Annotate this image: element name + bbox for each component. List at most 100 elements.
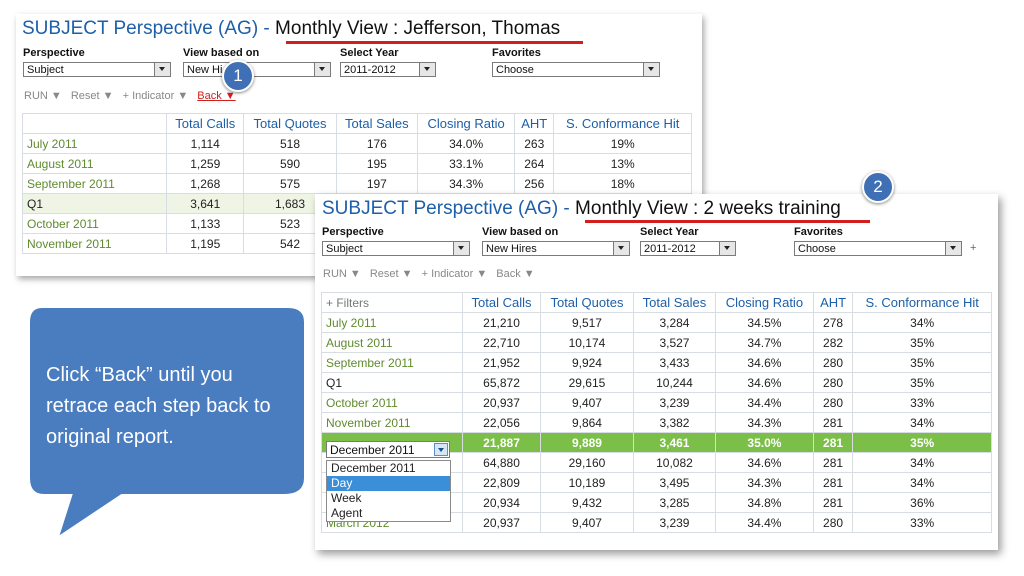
cell: 280 [812,512,854,533]
row-label[interactable]: August 2011 [321,332,463,353]
chevron-down-icon[interactable] [314,63,330,76]
favorites-select[interactable]: Choose [794,241,962,256]
column-header [22,113,167,134]
column-header[interactable]: S. Conformance Hit [852,292,992,313]
view-based-on-select[interactable]: New Hi [183,62,331,77]
row-label[interactable]: July 2011 [22,133,167,154]
chevron-down-icon[interactable] [719,242,735,255]
indicator-button[interactable]: + Indicator ▼ [421,268,488,280]
column-header[interactable]: AHT [514,113,555,134]
column-header[interactable]: AHT [812,292,854,313]
step-badge-2: 2 [862,171,894,203]
column-header[interactable]: Total Calls [461,292,542,313]
view-based-on-select[interactable]: New Hires [482,241,630,256]
chevron-down-icon[interactable] [613,242,629,255]
indicator-button[interactable]: + Indicator ▼ [122,90,189,102]
cell: 36% [852,492,992,513]
cell: 575 [243,173,337,194]
cell: 9,432 [540,492,634,513]
table-row[interactable]: August 2011 22,710 10,174 3,527 34.7% 282 35% [321,332,992,353]
title-view: Monthly View : Jefferson, Thomas [275,18,561,39]
column-header[interactable]: S. Conformance Hit [553,113,692,134]
cell: 3,433 [632,352,717,373]
row-label[interactable]: October 2011 [22,213,167,234]
perspective-select[interactable]: Subject [23,62,171,77]
perspective-label: Perspective [23,47,85,59]
back-button[interactable]: Back ▼ [197,90,236,102]
dropdown-option[interactable]: Agent [331,506,363,520]
cell: 3,495 [632,472,717,493]
row-label[interactable]: July 2011 [321,312,463,333]
row-label[interactable]: September 2011 [321,352,463,373]
cell: 1,114 [165,133,245,154]
cell: 20,937 [461,512,542,533]
perspective-select[interactable]: Subject [322,241,470,256]
row-label[interactable]: Q1 [321,372,463,393]
cell: 264 [514,153,555,174]
cell: 34.3% [715,472,814,493]
cell: 10,174 [540,332,634,353]
add-favorite-button[interactable]: + [970,242,977,254]
column-header[interactable]: Total Calls [165,113,245,134]
reset-button[interactable]: Reset ▼ [369,268,413,280]
column-header[interactable]: Total Quotes [243,113,337,134]
chevron-down-icon[interactable] [453,242,469,255]
cell: 1,259 [165,153,245,174]
title-separator: - [258,18,276,39]
cell: 34.8% [715,492,814,513]
table-row[interactable]: November 2011 22,056 9,864 3,382 34.3% 281 34% [321,412,992,433]
table-row[interactable]: September 2011 1,268 575 197 34.3% 256 1… [22,173,692,194]
back-button[interactable]: Back ▼ [496,268,535,280]
chevron-down-icon[interactable] [643,63,659,76]
select-year-select[interactable]: 2011-2012 [340,62,436,77]
row-label[interactable]: November 2011 [321,412,463,433]
run-button[interactable]: RUN ▼ [24,90,62,102]
cell: 33.1% [417,153,516,174]
table-row[interactable]: October 2011 20,937 9,407 3,239 34.4% 280 33% [321,392,992,413]
select-year-select[interactable]: 2011-2012 [640,241,736,256]
table-row[interactable]: July 2011 1,114 518 176 34.0% 263 19% [22,133,692,154]
cell: 29,615 [540,372,634,393]
dropdown-option[interactable]: Week [331,491,362,505]
cell: 3,461 [632,432,717,453]
cell: 34% [852,472,992,493]
favorites-select[interactable]: Choose [492,62,660,77]
row-label[interactable]: August 2011 [22,153,167,174]
row-label[interactable]: September 2011 [22,173,167,194]
cell: 34% [852,452,992,473]
dropdown-option-selected[interactable]: Day [327,476,450,491]
table-header-row: + Filters Total Calls Total Quotes Total… [321,292,992,313]
cell: 9,517 [540,312,634,333]
column-header[interactable]: Total Quotes [540,292,634,313]
row-drill-select[interactable]: December 2011 [326,441,450,458]
column-header[interactable]: Total Sales [335,113,419,134]
cell: 9,889 [540,432,634,453]
chevron-down-icon[interactable] [945,242,961,255]
table-row[interactable]: July 2011 21,210 9,517 3,284 34.5% 278 34% [321,312,992,333]
row-label[interactable]: October 2011 [321,392,463,413]
torn-edge [315,537,998,550]
table-row[interactable]: September 2011 21,952 9,924 3,433 34.6% 280 35… [321,352,992,373]
table-row[interactable]: Q1 65,872 29,615 10,244 34.6% 280 35% [321,372,992,393]
row-label[interactable]: Q1 [22,193,167,214]
row-label[interactable]: November 2011 [22,233,167,254]
table-row[interactable]: August 2011 1,259 590 195 33.1% 264 13% [22,153,692,174]
column-header[interactable]: Closing Ratio [715,292,814,313]
chevron-down-icon[interactable] [419,63,435,76]
cell: 9,407 [540,512,634,533]
cell: 281 [812,432,854,453]
cell: 18% [553,173,692,194]
report-title: SUBJECT Perspective (AG) - Monthly View … [322,198,841,220]
dropdown-option[interactable]: December 2011 [331,461,416,475]
drill-dropdown-menu: December 2011 Day Week Agent [326,460,451,522]
column-header[interactable]: Closing Ratio [417,113,516,134]
column-header[interactable]: Total Sales [632,292,717,313]
chevron-down-icon[interactable] [434,443,448,456]
cell: 256 [514,173,555,194]
run-button[interactable]: RUN ▼ [323,268,361,280]
filters-toggle[interactable]: + Filters [321,292,463,313]
chevron-down-icon[interactable] [154,63,170,76]
cell: 281 [812,452,854,473]
reset-button[interactable]: Reset ▼ [70,90,114,102]
cell: 3,285 [632,492,717,513]
